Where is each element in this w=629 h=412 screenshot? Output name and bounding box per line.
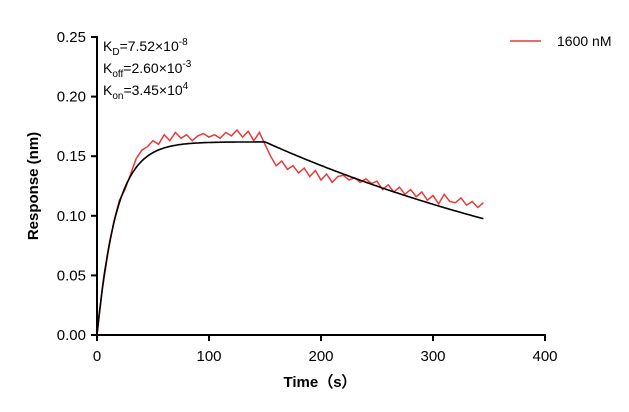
fit-curve	[96, 141, 484, 336]
x-tick-label: 300	[420, 348, 445, 365]
x-tick-label: 100	[196, 348, 221, 365]
x-tick-label: 0	[93, 348, 101, 365]
kd-annotation: KD=7.52×10-8	[103, 37, 188, 58]
legend: 1600 nM	[510, 33, 611, 49]
koff-annotation: Koff=2.60×10-3	[103, 59, 192, 80]
y-tick-label: 0.15	[57, 148, 86, 165]
kon-annotation: Kon=3.45×104	[103, 81, 189, 102]
x-axis-title: Time（s）	[283, 373, 356, 391]
y-tick-label: 0.20	[57, 89, 86, 106]
y-tick-label: 0.05	[57, 267, 86, 284]
kinetic-annotations: KD=7.52×10-8 Koff=2.60×10-3 Kon=3.45×104	[103, 37, 192, 102]
axis-ticks: 0.00 0.05 0.10 0.15 0.20 0.25 0 100 200 300 400	[57, 29, 558, 365]
legend-label: 1600 nM	[557, 33, 611, 49]
y-axis-title: Response (nm)	[25, 132, 42, 240]
y-tick-label: 0.10	[57, 208, 86, 225]
x-tick-label: 400	[532, 348, 557, 365]
y-tick-label: 0.25	[57, 29, 86, 46]
y-tick-label: 0.00	[57, 327, 86, 344]
series-layer	[96, 128, 484, 336]
series-1600nm-line	[96, 128, 484, 336]
x-tick-label: 200	[308, 348, 333, 365]
